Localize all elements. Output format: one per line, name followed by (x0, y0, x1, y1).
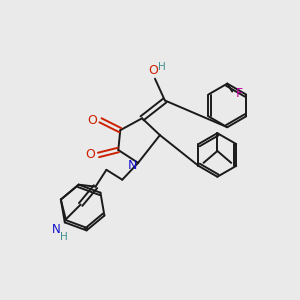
Text: H: H (158, 62, 166, 72)
Text: O: O (88, 114, 98, 127)
Text: F: F (236, 87, 243, 100)
Text: O: O (85, 148, 95, 161)
Text: N: N (52, 223, 60, 236)
Text: H: H (60, 232, 68, 242)
Text: O: O (148, 64, 158, 77)
Text: N: N (128, 159, 137, 172)
